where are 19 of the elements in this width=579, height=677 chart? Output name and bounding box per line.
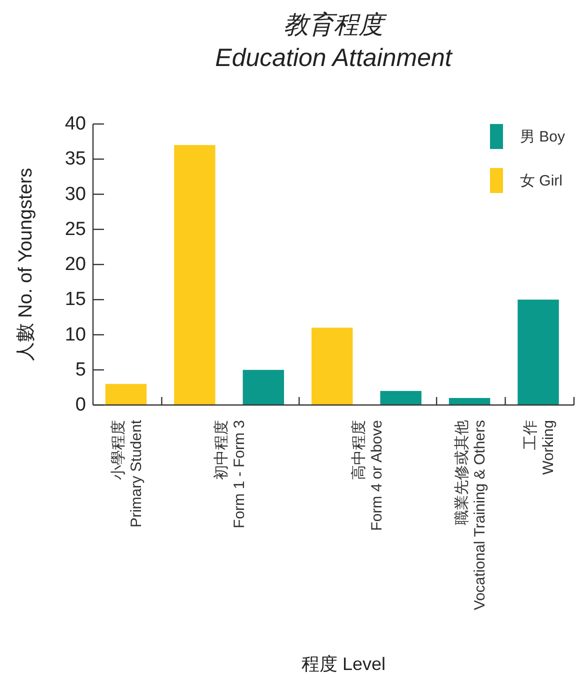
y-tick-label: 10 [64,324,86,346]
x-tick-label: 職業先修或其他 Vocational Training & Others [453,420,488,610]
xlabel: 程度 Level [301,654,386,674]
x-tick-label: 高中程度 Form 4 or Above [350,420,386,531]
x-tick-label: 初中程度 Form 1 - Form 3 [212,420,248,528]
legend-label: 男 Boy [520,128,566,146]
y-tick-label: 25 [64,218,86,240]
ylabel: 人數 No. of Youngsters [16,168,36,362]
y-tick-label: 20 [64,254,86,275]
y-tick-label: 0 [75,394,86,416]
x-tick-label: 工作 Working [522,420,558,475]
y-tick-label: 30 [64,184,86,205]
legend-label: 女 Girl [520,172,562,190]
y-tick-label: 5 [75,359,86,380]
y-tick-label: 15 [64,289,86,310]
y-tick-label: 40 [64,114,86,134]
x-tick-label: 小學程度 Primary Student [110,420,145,528]
y-tick-label: 35 [64,148,86,170]
title: Education Attainment [215,44,452,72]
